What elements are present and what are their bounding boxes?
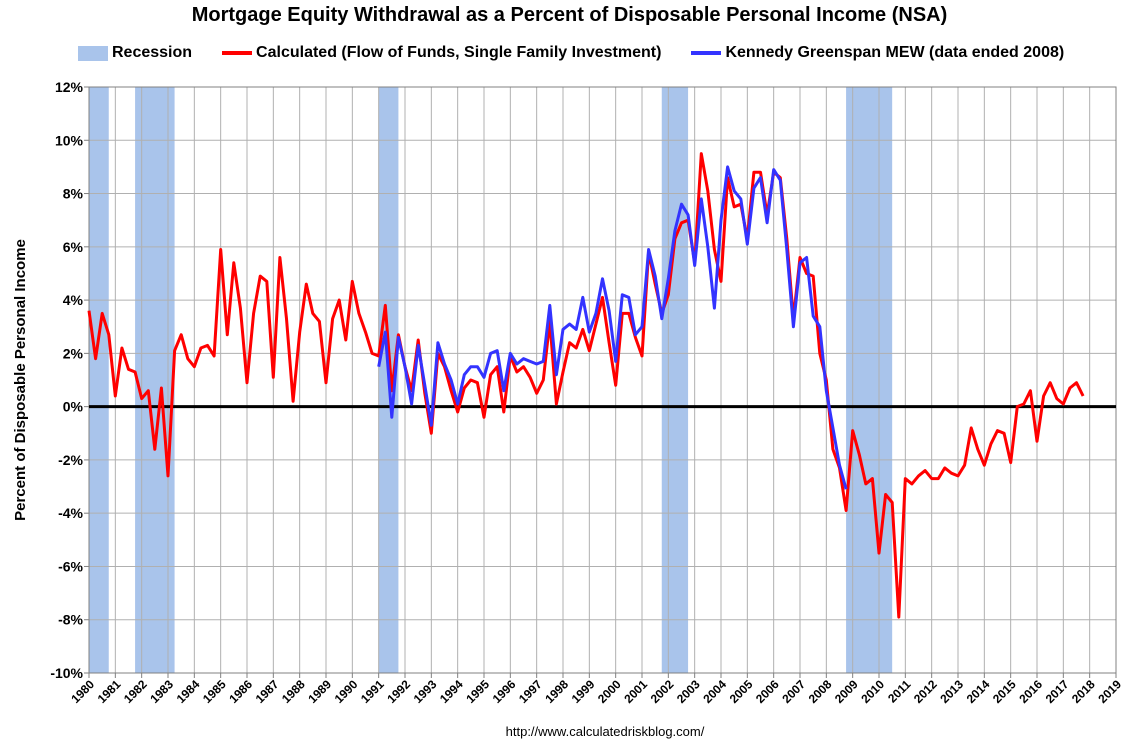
x-tick-label: 2012 — [911, 677, 940, 706]
x-tick-label: 1987 — [253, 677, 282, 706]
x-tick-label: 1988 — [279, 677, 308, 706]
legend-item-recession: Recession — [78, 44, 192, 62]
x-tick-label: 1980 — [68, 677, 97, 706]
x-tick-label: 1990 — [332, 677, 361, 706]
y-tick-label: -4% — [58, 505, 83, 521]
source-url: http://www.calculatedriskblog.com/ — [505, 724, 705, 739]
x-tick-label: 1995 — [463, 677, 492, 706]
x-tick-label: 2017 — [1043, 677, 1072, 706]
x-tick-label: 2009 — [832, 677, 861, 706]
x-tick-label: 1989 — [305, 677, 334, 706]
x-tick-label: 2014 — [964, 677, 993, 706]
x-tick-label: 2011 — [885, 677, 914, 706]
x-tick-label: 2013 — [937, 677, 966, 706]
chart-title: Mortgage Equity Withdrawal as a Percent … — [191, 4, 948, 26]
x-tick-label: 2018 — [1069, 677, 1098, 706]
x-tick-label: 1992 — [384, 677, 413, 706]
legend-swatch-kennedy — [691, 51, 722, 55]
y-tick-label: 12% — [55, 79, 84, 95]
x-tick-label: 1996 — [490, 677, 519, 706]
x-tick-label: 1983 — [147, 677, 176, 706]
x-tick-label: 1986 — [226, 677, 255, 706]
x-tick-label: 2004 — [700, 677, 729, 706]
x-tick-label: 2002 — [648, 677, 677, 706]
x-tick-label: 1982 — [121, 677, 150, 706]
series-line-calculated — [87, 152, 1085, 619]
x-tick-label: 1981 — [95, 677, 124, 706]
legend-swatch-recession — [78, 45, 108, 61]
y-tick-label: -6% — [58, 558, 83, 574]
x-tick-label: 1998 — [542, 677, 571, 706]
x-tick-label: 2003 — [674, 677, 703, 706]
legend-item-calculated: Calculated (Flow of Funds, Single Family… — [222, 44, 661, 62]
y-tick-label: 8% — [63, 186, 84, 202]
x-tick-label: 2005 — [727, 677, 756, 706]
y-axis-label: Percent of Disposable Personal Income — [12, 239, 29, 521]
y-tick-label: 0% — [63, 399, 84, 415]
x-tick-label: 1994 — [437, 677, 466, 706]
x-tick-label: 1985 — [200, 677, 229, 706]
recession-band-3 — [661, 87, 689, 673]
x-tick-label: 1993 — [411, 677, 440, 706]
chart-area: -10% -8% -6% -4% -2% 0% 2% 4% 6% 8% 10% 12% 19801981… — [12, 79, 1124, 706]
x-tick-label: 2007 — [779, 677, 808, 706]
legend-swatch-calculated — [222, 51, 253, 55]
series-line-kennedy — [377, 165, 848, 490]
y-tick-label: 10% — [55, 132, 84, 148]
x-tick-label: 2006 — [753, 677, 782, 706]
y-tick-label: 2% — [63, 345, 84, 361]
recession-band-1 — [135, 87, 175, 673]
y-tick-label: -8% — [58, 612, 83, 628]
x-tick-label: 1984 — [174, 677, 203, 706]
legend-label-kennedy: Kennedy Greenspan MEW (data ended 2008) — [725, 44, 1065, 61]
recession-band-4 — [846, 87, 893, 673]
y-tick-label: -2% — [58, 452, 83, 468]
y-tick-label: -10% — [50, 665, 83, 681]
x-tick-label: 1991 — [358, 677, 387, 706]
y-tick-label: 6% — [63, 239, 84, 255]
legend-label-calculated: Calculated (Flow of Funds, Single Family… — [256, 44, 662, 61]
x-tick-label: 1999 — [569, 677, 598, 706]
plot-frame — [88, 86, 1117, 674]
legend-item-kennedy: Kennedy Greenspan MEW (data ended 2008) — [691, 44, 1064, 62]
legend: Recession Calculated (Flow of Funds, Sin… — [78, 42, 1094, 64]
x-tick-label: 2016 — [1016, 677, 1045, 706]
x-tick-label: 1997 — [516, 677, 545, 706]
y-tick-label: 4% — [63, 292, 84, 308]
recession-band-0 — [89, 87, 109, 673]
x-tick-label: 2000 — [595, 677, 624, 706]
x-tick-label: 2010 — [858, 677, 887, 706]
legend-label-recession: Recession — [112, 44, 193, 61]
x-tick-label: 2008 — [806, 677, 835, 706]
x-tick-label: 2019 — [1095, 677, 1124, 706]
x-tick-label: 2015 — [990, 677, 1019, 706]
x-tick-label: 2001 — [621, 677, 650, 706]
